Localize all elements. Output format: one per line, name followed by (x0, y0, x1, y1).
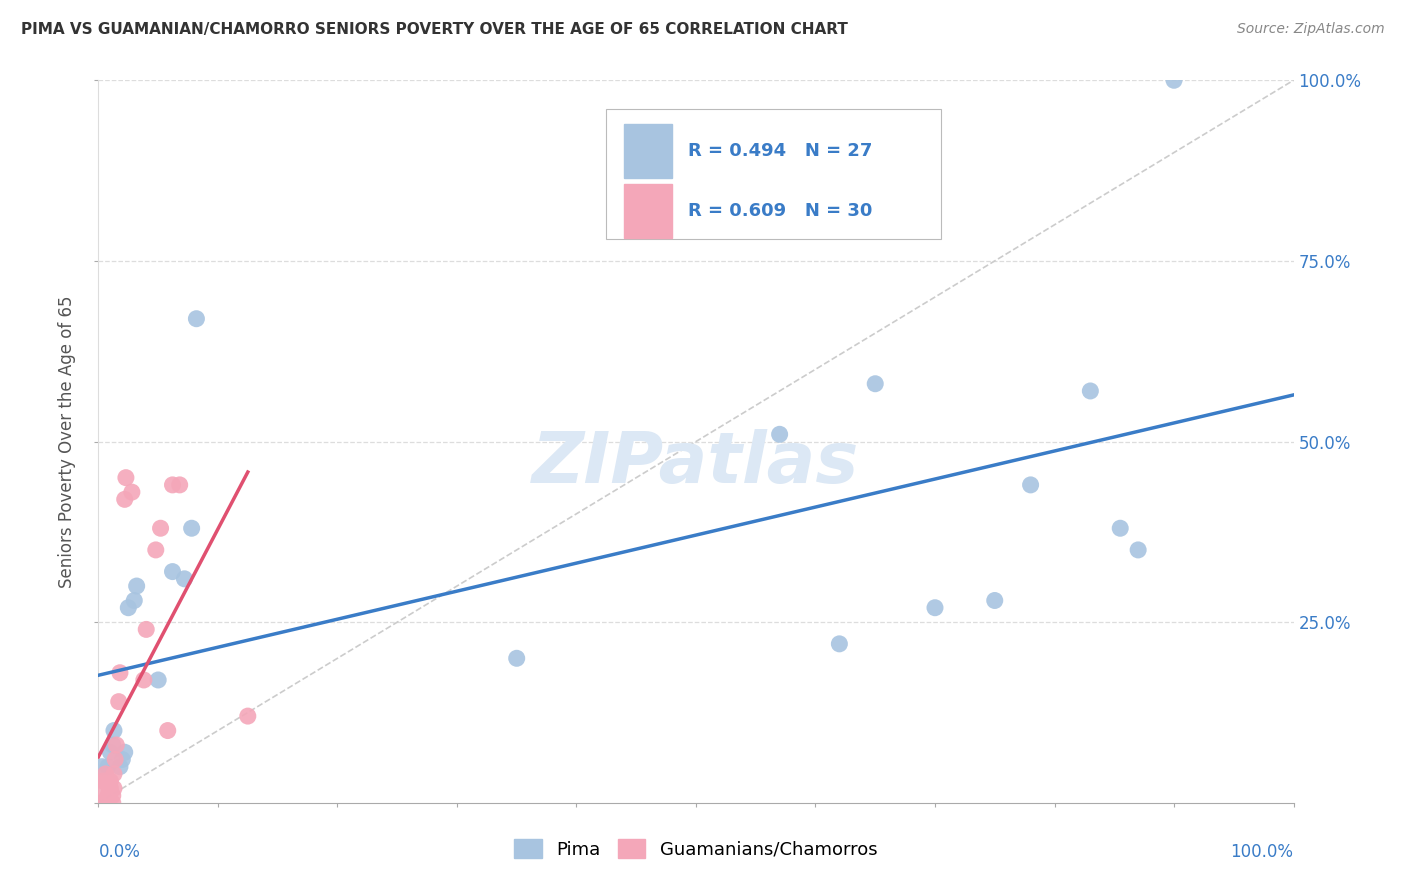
Point (97, 796, 120, 810)
Point (132, 673, 155, 687)
Point (828, 637, 851, 651)
Point (101, 789, 124, 803)
Point (108, 665, 131, 680)
Point (91, 796, 114, 810)
Point (124, 593, 146, 607)
Point (103, 723, 125, 738)
Point (173, 572, 195, 586)
Point (121, 485, 143, 500)
Point (97, 789, 120, 803)
Point (149, 521, 172, 535)
Point (1163, 73, 1185, 87)
Point (94, 774, 117, 789)
Point (103, 781, 125, 796)
Point (91, 774, 114, 789)
Point (125, 579, 148, 593)
Point (104, 752, 127, 766)
Point (98, 774, 122, 789)
Point (114, 492, 136, 507)
Point (506, 651, 529, 665)
Point (111, 752, 134, 766)
Point (236, 709, 259, 723)
Point (98, 781, 121, 796)
Text: PIMA VS GUAMANIAN/CHAMORRO SENIORS POVERTY OVER THE AGE OF 65 CORRELATION CHART: PIMA VS GUAMANIAN/CHAMORRO SENIORS POVER… (21, 22, 848, 37)
Point (1019, 478, 1042, 492)
Point (148, 673, 170, 687)
Point (169, 478, 191, 492)
Point (1109, 521, 1132, 535)
Point (103, 767, 125, 781)
Text: ZIPatlas: ZIPatlas (533, 429, 859, 498)
Point (105, 738, 128, 752)
Point (97, 760, 120, 774)
Point (94, 767, 117, 781)
Point (98, 745, 122, 759)
Point (107, 695, 129, 709)
Point (117, 600, 139, 615)
Text: 100.0%: 100.0% (1230, 843, 1294, 861)
FancyBboxPatch shape (624, 184, 672, 237)
Point (91, 781, 114, 796)
Point (135, 623, 157, 637)
Text: Source: ZipAtlas.com: Source: ZipAtlas.com (1237, 22, 1385, 37)
Point (114, 745, 136, 759)
Point (115, 470, 138, 484)
Point (768, 427, 790, 442)
FancyBboxPatch shape (606, 109, 941, 239)
Y-axis label: Seniors Poverty Over the Age of 65: Seniors Poverty Over the Age of 65 (58, 295, 76, 588)
Text: R = 0.609   N = 30: R = 0.609 N = 30 (688, 202, 872, 219)
Point (162, 478, 184, 492)
Point (162, 565, 184, 579)
Text: R = 0.494   N = 27: R = 0.494 N = 27 (688, 142, 872, 160)
Point (865, 376, 887, 391)
FancyBboxPatch shape (624, 124, 672, 178)
Point (156, 723, 179, 738)
Point (101, 738, 124, 752)
Point (91, 796, 114, 810)
Point (984, 593, 1007, 607)
Point (98, 781, 122, 796)
Point (1128, 542, 1150, 557)
Point (1080, 384, 1102, 398)
Point (101, 796, 124, 810)
Point (186, 311, 208, 326)
Point (145, 542, 167, 557)
Point (91, 760, 114, 774)
Point (108, 760, 131, 774)
Point (924, 600, 946, 615)
Legend: Pima, Guamanians/Chamorros: Pima, Guamanians/Chamorros (515, 839, 877, 859)
Text: 0.0%: 0.0% (98, 843, 141, 861)
Point (180, 521, 202, 535)
